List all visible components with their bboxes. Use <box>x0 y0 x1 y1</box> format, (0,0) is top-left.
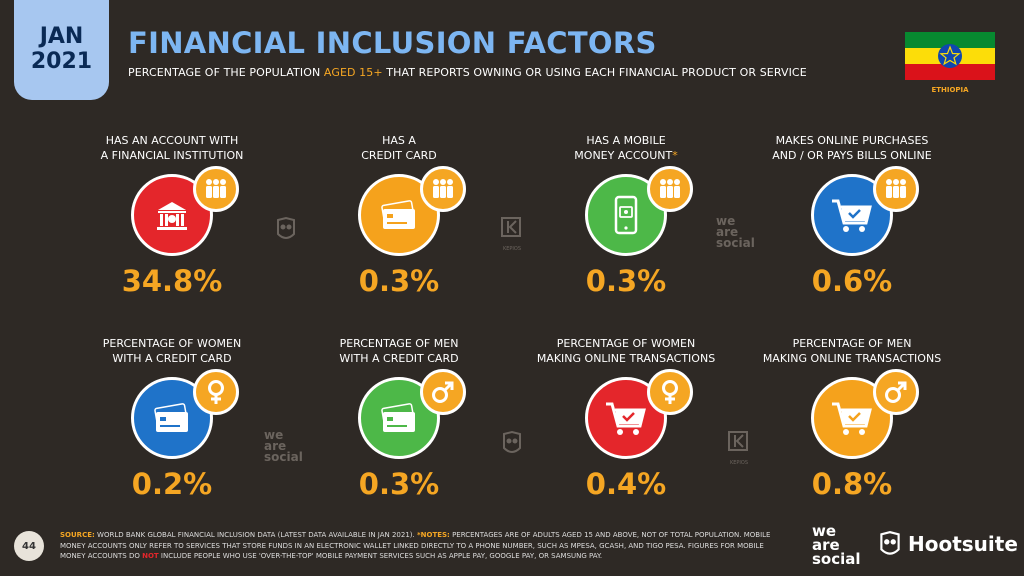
card-label: HAS A CREDIT CARD <box>284 133 514 163</box>
label-line-2: AND / OR PAYS BILLS ONLINE <box>772 149 932 162</box>
wm-are: are <box>716 225 739 239</box>
card-account: HAS AN ACCOUNT WITH A FINANCIAL INSTITUTI… <box>57 133 287 323</box>
label-line-2: MAKING ONLINE TRANSACTIONS <box>536 352 716 365</box>
label-line-2: MONEY ACCOUNT <box>574 149 673 162</box>
people-icon <box>193 166 239 212</box>
card-men-online-transactions: PERCENTAGE OF MEN MAKING ONLINE TRANSACTI… <box>737 336 967 526</box>
male-icon <box>873 369 919 415</box>
logo-are: are <box>812 536 840 554</box>
kepios-icon <box>728 431 748 451</box>
label-line-1: MAKES ONLINE PURCHASES <box>775 134 929 147</box>
date-year: 2021 <box>30 49 93 74</box>
date-badge: JAN 2021 <box>14 0 109 100</box>
card-women-credit-card: PERCENTAGE OF WOMEN WITH A CREDIT CARD 0.… <box>57 336 287 526</box>
label-line-1: HAS AN ACCOUNT WITH <box>105 134 239 147</box>
people-icon <box>873 166 919 212</box>
label-line-1: HAS A MOBILE <box>586 134 666 147</box>
card-women-online-transactions: PERCENTAGE OF WOMEN MAKING ONLINE TRANSAC… <box>511 336 741 526</box>
notes-key: *NOTES: <box>416 531 450 539</box>
hootsuite-text: Hootsuite <box>908 532 1018 556</box>
label-line-1: PERCENTAGE OF WOMEN <box>556 337 696 350</box>
stat-value: 0.4% <box>585 467 667 501</box>
we-are-social-logo: we are social <box>812 522 861 568</box>
credit-card-icon <box>131 377 213 459</box>
shopping-cart-icon <box>585 377 667 459</box>
wm-we: we <box>264 428 284 442</box>
wm-we: we <box>716 214 736 228</box>
card-credit-card: HAS A CREDIT CARD 0.3% <box>284 133 514 323</box>
stat-value: 0.2% <box>131 467 213 501</box>
source-text: WORLD BANK GLOBAL FINANCIAL INCLUSION DA… <box>94 531 417 539</box>
card-online-purchases: MAKES ONLINE PURCHASES AND / OR PAYS BILL… <box>737 133 967 323</box>
label-line-2: A FINANCIAL INSTITUTION <box>100 149 244 162</box>
credit-card-icon <box>358 377 440 459</box>
notes-bold: NOT <box>142 552 159 560</box>
label-line-2: WITH A CREDIT CARD <box>339 352 459 365</box>
label-line-2: WITH A CREDIT CARD <box>112 352 232 365</box>
we-are-social-watermark: we are social <box>264 428 303 464</box>
label-line-2: CREDIT CARD <box>361 149 437 162</box>
stat-value: 34.8% <box>121 264 223 298</box>
people-icon <box>420 166 466 212</box>
owl-watermark-icon <box>503 430 521 453</box>
kepios-watermark: KEPIOS <box>727 430 751 466</box>
we-are-social-watermark: we are social <box>716 214 755 250</box>
card-label: MAKES ONLINE PURCHASES AND / OR PAYS BILL… <box>737 133 967 163</box>
wm-social: social <box>716 236 755 250</box>
stat-value: 0.8% <box>811 467 893 501</box>
source-notes: SOURCE: WORLD BANK GLOBAL FINANCIAL INCL… <box>60 530 780 562</box>
owl-watermark-icon <box>277 216 295 239</box>
hootsuite-owl-icon <box>880 531 900 555</box>
subtitle-highlight: AGED 15+ <box>323 66 383 79</box>
wm-are: are <box>264 439 287 453</box>
female-icon <box>647 369 693 415</box>
card-label: PERCENTAGE OF WOMEN WITH A CREDIT CARD <box>57 336 287 366</box>
stat-value: 0.3% <box>585 264 667 298</box>
card-label: PERCENTAGE OF WOMEN MAKING ONLINE TRANSAC… <box>511 336 741 366</box>
ethiopia-flag-icon <box>905 32 995 80</box>
wm-social: social <box>264 450 303 464</box>
subtitle-text-pre: PERCENTAGE OF THE POPULATION <box>128 66 324 79</box>
card-label: HAS AN ACCOUNT WITH A FINANCIAL INSTITUTI… <box>57 133 287 163</box>
subtitle-text-post: THAT REPORTS OWNING OR USING EACH FINANC… <box>382 66 807 79</box>
people-icon <box>647 166 693 212</box>
kepios-text: KEPIOS <box>502 246 522 252</box>
card-label: HAS A MOBILE MONEY ACCOUNT* <box>511 133 741 163</box>
page-number: 44 <box>14 531 44 561</box>
label-star: * <box>672 149 678 162</box>
label-line-1: PERCENTAGE OF MEN <box>792 337 912 350</box>
label-line-1: PERCENTAGE OF WOMEN <box>102 337 242 350</box>
female-icon <box>193 369 239 415</box>
logo-social: social <box>812 550 861 568</box>
source-key: SOURCE: <box>60 531 95 539</box>
stat-value: 0.6% <box>811 264 893 298</box>
card-men-credit-card: PERCENTAGE OF MEN WITH A CREDIT CARD 0.3% <box>284 336 514 526</box>
notes-text-2: INCLUDE PEOPLE WHO USE 'OVER-THE-TOP' MO… <box>158 552 603 560</box>
label-line-1: HAS A <box>382 134 416 147</box>
stat-value: 0.3% <box>358 467 440 501</box>
country-label: ETHIOPIA <box>931 86 969 94</box>
label-line-1: PERCENTAGE OF MEN <box>339 337 459 350</box>
kepios-icon <box>501 217 521 237</box>
kepios-watermark: KEPIOS <box>500 216 524 252</box>
page-title: FINANCIAL INCLUSION FACTORS <box>128 26 657 60</box>
hootsuite-logo: Hootsuite <box>878 530 1018 558</box>
card-mobile-money: HAS A MOBILE MONEY ACCOUNT* 0.3% <box>511 133 741 323</box>
stat-value: 0.3% <box>358 264 440 298</box>
notes-text-1: PERCENTAGES ARE OF ADULTS AGED 15 AND AB… <box>60 531 771 560</box>
date-month: JAN <box>39 24 84 49</box>
male-icon <box>420 369 466 415</box>
card-label: PERCENTAGE OF MEN WITH A CREDIT CARD <box>284 336 514 366</box>
page-subtitle: PERCENTAGE OF THE POPULATION AGED 15+ TH… <box>128 66 807 79</box>
label-line-2: MAKING ONLINE TRANSACTIONS <box>762 352 942 365</box>
logo-we: we <box>812 522 837 540</box>
kepios-text: KEPIOS <box>729 460 749 466</box>
card-label: PERCENTAGE OF MEN MAKING ONLINE TRANSACTI… <box>737 336 967 366</box>
